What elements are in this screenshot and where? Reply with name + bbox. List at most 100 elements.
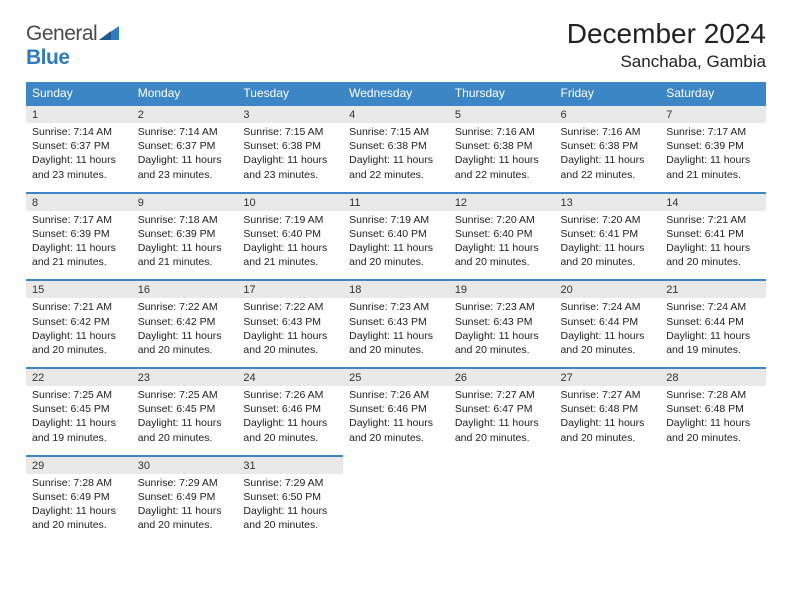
daylight-line-2: and 21 minutes. (666, 168, 760, 182)
calendar-table: Sunday Monday Tuesday Wednesday Thursday… (26, 82, 766, 542)
sunset-line: Sunset: 6:40 PM (349, 227, 443, 241)
date-cell: 22 (26, 368, 132, 386)
daylight-line-1: Daylight: 11 hours (666, 153, 760, 167)
daylight-line-2: and 20 minutes. (138, 431, 232, 445)
info-row: Sunrise: 7:17 AMSunset: 6:39 PMDaylight:… (26, 211, 766, 281)
date-cell: 24 (237, 368, 343, 386)
info-cell: Sunrise: 7:23 AMSunset: 6:43 PMDaylight:… (343, 298, 449, 368)
info-cell (660, 474, 766, 543)
info-cell: Sunrise: 7:27 AMSunset: 6:48 PMDaylight:… (555, 386, 661, 456)
daylight-line-1: Daylight: 11 hours (349, 416, 443, 430)
sunrise-line: Sunrise: 7:26 AM (243, 388, 337, 402)
daylight-line-1: Daylight: 11 hours (32, 241, 126, 255)
daylight-line-1: Daylight: 11 hours (561, 153, 655, 167)
sunrise-line: Sunrise: 7:29 AM (138, 476, 232, 490)
info-cell: Sunrise: 7:25 AMSunset: 6:45 PMDaylight:… (132, 386, 238, 456)
date-cell: 28 (660, 368, 766, 386)
info-cell: Sunrise: 7:14 AMSunset: 6:37 PMDaylight:… (132, 123, 238, 193)
sunrise-line: Sunrise: 7:24 AM (561, 300, 655, 314)
sunrise-line: Sunrise: 7:29 AM (243, 476, 337, 490)
sunset-line: Sunset: 6:38 PM (243, 139, 337, 153)
sunrise-line: Sunrise: 7:22 AM (138, 300, 232, 314)
sunrise-line: Sunrise: 7:17 AM (666, 125, 760, 139)
sunset-line: Sunset: 6:44 PM (666, 315, 760, 329)
info-cell: Sunrise: 7:19 AMSunset: 6:40 PMDaylight:… (237, 211, 343, 281)
info-cell: Sunrise: 7:26 AMSunset: 6:46 PMDaylight:… (237, 386, 343, 456)
date-row: 891011121314 (26, 193, 766, 211)
info-cell: Sunrise: 7:23 AMSunset: 6:43 PMDaylight:… (449, 298, 555, 368)
daylight-line-2: and 22 minutes. (349, 168, 443, 182)
daylight-line-1: Daylight: 11 hours (455, 153, 549, 167)
sunrise-line: Sunrise: 7:25 AM (32, 388, 126, 402)
date-cell: 26 (449, 368, 555, 386)
info-row: Sunrise: 7:28 AMSunset: 6:49 PMDaylight:… (26, 474, 766, 543)
sunrise-line: Sunrise: 7:19 AM (243, 213, 337, 227)
sunrise-line: Sunrise: 7:23 AM (349, 300, 443, 314)
date-cell: 11 (343, 193, 449, 211)
info-cell: Sunrise: 7:27 AMSunset: 6:47 PMDaylight:… (449, 386, 555, 456)
sunset-line: Sunset: 6:46 PM (243, 402, 337, 416)
sunset-line: Sunset: 6:45 PM (138, 402, 232, 416)
sunrise-line: Sunrise: 7:27 AM (455, 388, 549, 402)
dow-thursday: Thursday (449, 82, 555, 105)
info-cell: Sunrise: 7:18 AMSunset: 6:39 PMDaylight:… (132, 211, 238, 281)
daylight-line-1: Daylight: 11 hours (138, 329, 232, 343)
sunset-line: Sunset: 6:41 PM (561, 227, 655, 241)
sunset-line: Sunset: 6:42 PM (32, 315, 126, 329)
dow-friday: Friday (555, 82, 661, 105)
dow-wednesday: Wednesday (343, 82, 449, 105)
date-cell: 2 (132, 105, 238, 123)
daylight-line-1: Daylight: 11 hours (138, 416, 232, 430)
info-cell: Sunrise: 7:20 AMSunset: 6:40 PMDaylight:… (449, 211, 555, 281)
date-cell: 31 (237, 456, 343, 474)
brand-mark-icon (99, 26, 119, 40)
date-row: 15161718192021 (26, 280, 766, 298)
info-cell: Sunrise: 7:16 AMSunset: 6:38 PMDaylight:… (449, 123, 555, 193)
daylight-line-2: and 23 minutes. (243, 168, 337, 182)
sunset-line: Sunset: 6:37 PM (32, 139, 126, 153)
daylight-line-2: and 20 minutes. (243, 431, 337, 445)
sunrise-line: Sunrise: 7:17 AM (32, 213, 126, 227)
title-block: December 2024 Sanchaba, Gambia (567, 18, 766, 72)
info-cell: Sunrise: 7:26 AMSunset: 6:46 PMDaylight:… (343, 386, 449, 456)
daylight-line-1: Daylight: 11 hours (32, 153, 126, 167)
daylight-line-2: and 21 minutes. (243, 255, 337, 269)
brand-text-blue: Blue (26, 46, 70, 69)
daylight-line-2: and 21 minutes. (32, 255, 126, 269)
daylight-line-2: and 20 minutes. (455, 255, 549, 269)
date-cell: 5 (449, 105, 555, 123)
info-cell (343, 474, 449, 543)
daylight-line-1: Daylight: 11 hours (243, 504, 337, 518)
daylight-line-2: and 20 minutes. (243, 343, 337, 357)
date-cell: 21 (660, 280, 766, 298)
daylight-line-2: and 20 minutes. (349, 255, 443, 269)
sunrise-line: Sunrise: 7:22 AM (243, 300, 337, 314)
dow-tuesday: Tuesday (237, 82, 343, 105)
sunrise-line: Sunrise: 7:21 AM (32, 300, 126, 314)
sunrise-line: Sunrise: 7:14 AM (32, 125, 126, 139)
info-cell: Sunrise: 7:22 AMSunset: 6:42 PMDaylight:… (132, 298, 238, 368)
daylight-line-1: Daylight: 11 hours (243, 416, 337, 430)
daylight-line-2: and 20 minutes. (561, 343, 655, 357)
sunset-line: Sunset: 6:38 PM (349, 139, 443, 153)
calendar-body: 1234567Sunrise: 7:14 AMSunset: 6:37 PMDa… (26, 105, 766, 542)
daylight-line-1: Daylight: 11 hours (455, 329, 549, 343)
sunrise-line: Sunrise: 7:15 AM (243, 125, 337, 139)
info-cell: Sunrise: 7:17 AMSunset: 6:39 PMDaylight:… (26, 211, 132, 281)
daylight-line-1: Daylight: 11 hours (138, 504, 232, 518)
daylight-line-1: Daylight: 11 hours (561, 241, 655, 255)
location-subtitle: Sanchaba, Gambia (567, 52, 766, 72)
sunrise-line: Sunrise: 7:14 AM (138, 125, 232, 139)
info-row: Sunrise: 7:21 AMSunset: 6:42 PM Daylight:… (26, 298, 766, 368)
daylight-line-1: Daylight: 11 hours (138, 241, 232, 255)
info-cell: Sunrise: 7:16 AMSunset: 6:38 PMDaylight:… (555, 123, 661, 193)
date-cell: 13 (555, 193, 661, 211)
date-cell: 10 (237, 193, 343, 211)
sunrise-line: Sunrise: 7:16 AM (561, 125, 655, 139)
dow-monday: Monday (132, 82, 238, 105)
daylight-line-1: Daylight: 11 hours (561, 329, 655, 343)
dow-saturday: Saturday (660, 82, 766, 105)
sunset-line: Sunset: 6:45 PM (32, 402, 126, 416)
brand-text: General Blue (26, 22, 119, 70)
daylight-line-2: and 20 minutes. (32, 518, 126, 532)
